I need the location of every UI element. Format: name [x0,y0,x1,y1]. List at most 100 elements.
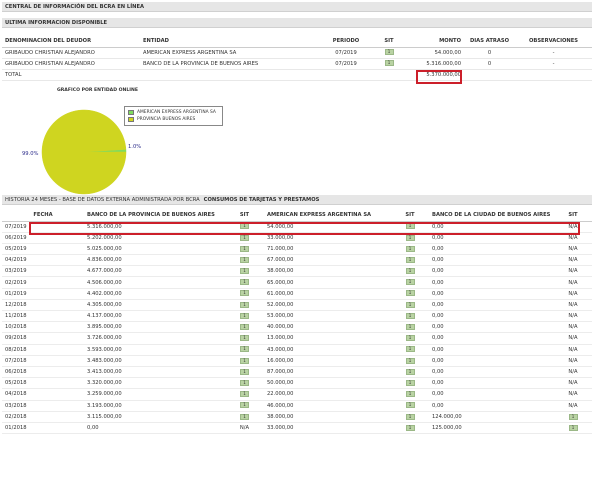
sit-cell: 1 [391,377,429,390]
sit-badge: 1 [240,357,249,364]
history-row: 08/2018 3.593.000,00 1 43.000,00 1 0,00 N/A [2,344,592,356]
fecha-cell: 11/2018 [2,310,84,323]
sit-badge: 1 [405,424,415,431]
summary-row: GRIBAUDO CHRISTIAN ALEJANDRO AMERICAN EX… [2,47,592,59]
ciudad-cell: 0,00 [429,288,554,300]
ciudad-cell: 0,00 [429,377,554,390]
sit-cell: 1 [391,243,429,256]
sit-cell: 1 [225,288,264,300]
summary-total-row: TOTAL 5.370.000,00 [2,69,592,81]
fecha-cell: 01/2018 [2,422,84,435]
sit-badge: 1 [240,279,249,286]
sit-cell: 1 [225,388,264,401]
legend-swatch [128,117,134,122]
fecha-cell: 03/2018 [2,400,84,412]
sit-cell: 1 [225,299,264,312]
ciudad-cell: 0,00 [429,332,554,345]
amex-cell: 67.000,00 [264,254,391,267]
col-deudor: DENOMINACION DEL DEUDOR [2,36,140,48]
fecha-cell: 03/2019 [2,265,84,278]
total-label: TOTAL [2,69,140,81]
history-row: 02/2018 3.115.000,00 1 38.000,00 1 124.000,00… [2,411,592,423]
amex-cell: 38.000,00 [264,265,391,278]
fecha-cell: 04/2018 [2,388,84,401]
periodo-cell: 07/2019 [323,47,369,59]
sit-text: N/A [568,301,578,308]
bpba-cell: 4.137.000,00 [84,310,225,323]
col-monto: MONTO [409,36,464,48]
sit-cell: 1 [225,344,264,356]
sit-text: N/A [568,268,578,275]
sit-cell: N/A [554,232,592,244]
sit-text: N/A [568,324,578,331]
sit-cell: N/A [554,265,592,278]
chart-legend: AMERICAN EXPRESS ARGENTINA SA PROVINCIA … [124,106,223,126]
amex-cell: 43.000,00 [264,344,391,356]
sit-cell: 1 [391,321,429,334]
row-highlight [29,222,580,235]
history-row: 01/2018 0,00 N/A 33.000,00 1 125.000,00 1 [2,422,592,435]
sit-badge: 1 [405,290,415,297]
history-row: 04/2019 4.836.000,00 1 67.000,00 1 0,00 N/A [2,254,592,267]
amex-cell: 13.000,00 [264,332,391,345]
sit-cell: 1 [225,332,264,345]
amex-cell: 22.000,00 [264,388,391,401]
col-bpba: BANCO DE LA PROVINCIA DE BUENOS AIRES [84,210,225,222]
bpba-cell: 3.320.000,00 [84,377,225,390]
amex-cell: 65.000,00 [264,276,391,289]
amex-cell: 50.000,00 [264,377,391,390]
sit-badge: 1 [405,324,415,331]
sit-badge: 1 [240,268,249,275]
bpba-cell: 3.895.000,00 [84,321,225,334]
obs-cell: - [515,58,592,70]
sit-cell: N/A [554,366,592,379]
col-periodo: PERIODO [323,36,369,48]
col-dias: DIAS ATRASO [464,36,515,48]
fecha-cell: 06/2018 [2,366,84,379]
sit-cell: 1 [225,400,264,412]
amex-cell: 46.000,00 [264,400,391,412]
sit-cell: N/A [554,299,592,312]
ciudad-cell: 0,00 [429,344,554,356]
col-sit: SIT [554,210,592,222]
monto-cell: 5.316.000,00 [409,58,464,70]
sit-cell: N/A [554,288,592,300]
legend-label: AMERICAN EXPRESS ARGENTINA SA [137,110,216,115]
ciudad-cell: 0,00 [429,321,554,334]
history-subtitle: CONSUMOS DE TARJETAS Y PRESTAMOS [203,197,320,203]
history-row: 09/2018 3.726.000,00 1 13.000,00 1 0,00 N/A [2,332,592,345]
col-amex: AMERICAN EXPRESS ARGENTINA SA [264,210,391,222]
sit-cell: 1 [391,400,429,412]
pie-slice [41,109,127,195]
fecha-cell: 02/2019 [2,276,84,289]
dias-cell: 0 [464,47,515,59]
fecha-cell: 09/2018 [2,332,84,345]
sit-badge: 1 [405,335,415,342]
history-row: 07/2018 3.483.000,00 1 16.000,00 1 0,00 N/A [2,355,592,367]
history-header-row: FECHA BANCO DE LA PROVINCIA DE BUENOS AI… [2,210,592,222]
sit-cell: 1 [369,58,409,70]
sit-badge: 1 [405,268,415,275]
sit-text: N/A [568,245,578,252]
sit-badge: 1 [568,424,578,431]
history-row: 10/2018 3.895.000,00 1 40.000,00 1 0,00 N/A [2,321,592,334]
sit-cell: 1 [391,254,429,267]
sit-cell: 1 [225,265,264,278]
sit-cell: N/A [554,243,592,256]
deudor-cell: GRIBAUDO CHRISTIAN ALEJANDRO [2,47,140,59]
sit-badge: 1 [240,368,249,375]
sit-cell: 1 [391,276,429,289]
sit-badge: 1 [240,234,249,241]
bpba-cell: 5.025.000,00 [84,243,225,256]
history-row: 06/2019 5.202.000,00 1 33.000,00 1 0,00 N/A [2,232,592,244]
sit-cell: 1 [391,288,429,300]
sit-badge: 1 [240,312,249,319]
bpba-cell: 4.836.000,00 [84,254,225,267]
history-row: 12/2018 4.305.000,00 1 52.000,00 1 0,00 N/A [2,299,592,312]
sit-text: N/A [568,257,578,264]
sit-badge: 1 [240,402,249,409]
sit-badge: 1 [405,256,415,263]
sit-cell: 1 [391,355,429,367]
amex-cell: 61.000,00 [264,288,391,300]
col-sit: SIT [369,36,409,48]
